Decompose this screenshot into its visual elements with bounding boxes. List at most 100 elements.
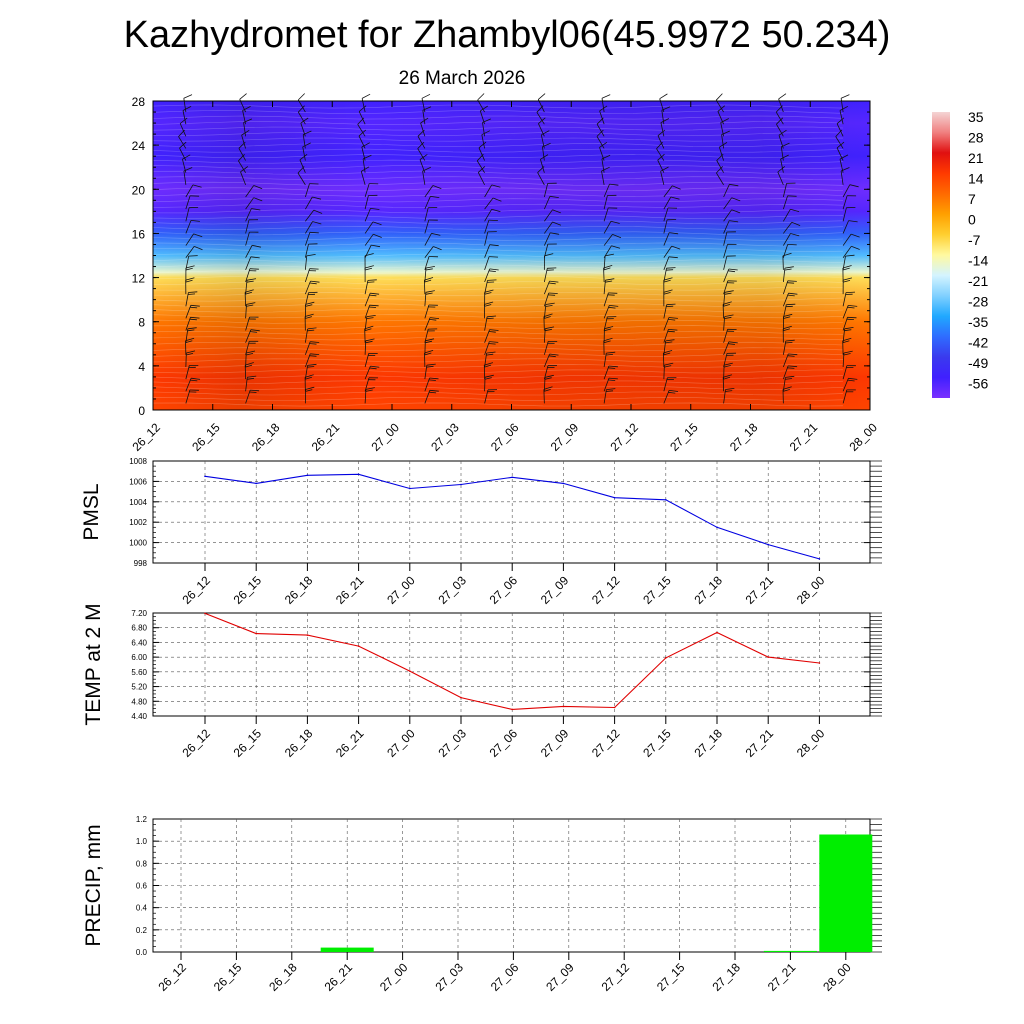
- wind-barb-flag: [492, 197, 502, 202]
- y-axis-label: PRECIP, mm: [82, 824, 105, 946]
- temp-2m-panel: 4.40 4.80 5.20 5.60 6.00 6.40 6.80 7.20 26_12 26_…: [82, 603, 882, 760]
- wind-barb-flag: [549, 195, 559, 198]
- wind-barb-flag: [672, 185, 681, 190]
- wind-barb-flag: [544, 377, 552, 380]
- data-point: [255, 632, 257, 635]
- wind-barb-flag: [548, 282, 556, 285]
- wind-barb: [543, 328, 546, 343]
- wind-barb-flag: [659, 93, 668, 100]
- wind-barb-flag: [429, 319, 437, 321]
- x-tick-label: 27_06: [488, 420, 522, 454]
- x-tick-label: 28_00: [794, 726, 828, 760]
- wind-barb-flag: [488, 331, 496, 333]
- wind-barb-flag: [373, 233, 382, 238]
- wind-barb-flag: [431, 232, 441, 236]
- x-tick-label: 27_03: [432, 960, 466, 994]
- wind-barb: [723, 244, 728, 258]
- wind-barb: [484, 184, 493, 198]
- wind-barb: [783, 208, 791, 222]
- wind-barb: [364, 233, 374, 246]
- x-tick-label: 27_12: [607, 420, 641, 454]
- wind-barb: [663, 377, 668, 392]
- wind-barb-flag: [549, 280, 559, 283]
- wind-barb-flag: [369, 304, 379, 307]
- wind-barb-flag: [790, 233, 800, 237]
- wind-barb: [424, 207, 429, 222]
- wind-barb: [596, 123, 605, 137]
- wind-barb: [723, 184, 730, 198]
- wind-barb: [244, 292, 247, 307]
- wind-barb-flag: [424, 279, 432, 283]
- wind-barb-flag: [777, 166, 786, 173]
- y-tick-label: 8: [138, 316, 145, 330]
- wind-barb-flag: [310, 280, 320, 283]
- wind-barb: [782, 377, 786, 392]
- data-point: [767, 543, 769, 546]
- wind-barb: [775, 111, 784, 125]
- wind-barb-flag: [785, 375, 795, 378]
- x-tick-label: 26_15: [231, 573, 265, 607]
- chart-title: Kazhydromet for Zhambyl06(45.9972 50.234…: [123, 14, 891, 56]
- wind-barb-flag: [545, 302, 555, 305]
- wind-barb-flag: [664, 362, 674, 366]
- wind-barb-flag: [185, 340, 193, 344]
- wind-barb-flag: [478, 166, 486, 173]
- wind-barb: [776, 124, 784, 137]
- wind-barb: [842, 389, 848, 404]
- contour-line: [152, 159, 844, 164]
- contour-line: [152, 286, 844, 291]
- x-tick-label: 27_12: [589, 573, 623, 607]
- wind-barb: [304, 268, 310, 283]
- y-tick-label: 0: [138, 404, 145, 418]
- contour-line: [152, 292, 844, 297]
- colorbar-label: 7: [968, 191, 976, 207]
- wind-barb-flag: [484, 301, 494, 305]
- wind-barb-flag: [305, 389, 313, 392]
- wind-barb: [424, 304, 430, 319]
- wind-barb-flag: [365, 389, 373, 392]
- wind-barb: [715, 99, 724, 113]
- wind-barb-flag: [239, 93, 247, 100]
- wind-barb-flag: [426, 365, 434, 368]
- wind-barb: [358, 111, 366, 125]
- wind-barb-flag: [364, 325, 374, 330]
- wind-barb-flag: [366, 317, 374, 319]
- wind-barb-flag: [304, 374, 314, 378]
- wind-barb-flag: [722, 301, 732, 305]
- wind-barb: [842, 305, 849, 319]
- wind-barb-flag: [845, 254, 855, 257]
- wind-barb: [476, 160, 485, 173]
- colorbar-label: -49: [968, 355, 988, 371]
- wind-barb: [842, 256, 846, 270]
- wind-barb-flag: [309, 282, 317, 285]
- data-point: [357, 645, 360, 647]
- wind-barb: [305, 221, 313, 234]
- wind-barb: [424, 317, 431, 331]
- x-tick-label: 27_18: [691, 726, 725, 760]
- wind-barb: [304, 232, 311, 246]
- wind-barb-flag: [430, 317, 440, 319]
- wind-barb: [603, 183, 610, 198]
- wind-barb: [723, 292, 726, 307]
- wind-barb: [424, 246, 434, 258]
- wind-barb-flag: [491, 184, 501, 188]
- wind-barb-flag: [182, 154, 191, 160]
- wind-barb-flag: [728, 341, 738, 344]
- contour-line: [152, 330, 844, 335]
- wind-barb-flag: [788, 292, 798, 295]
- wind-barb: [424, 365, 428, 380]
- wind-barb: [484, 268, 491, 283]
- contour-line: [152, 187, 844, 192]
- wind-barb-flag: [190, 316, 200, 319]
- wind-barb-flag: [312, 196, 322, 200]
- wind-barb-flag: [849, 184, 859, 188]
- wind-barb-flag: [668, 319, 676, 321]
- x-tick-label: 27_00: [384, 726, 418, 760]
- wind-barb: [603, 221, 612, 234]
- wind-barb-flag: [729, 220, 739, 223]
- wind-barb-flag: [847, 316, 857, 319]
- wind-barb-flag: [250, 389, 260, 392]
- wind-barb: [420, 122, 426, 137]
- wind-barb-flag: [724, 314, 734, 317]
- wind-barb-flag: [543, 389, 551, 392]
